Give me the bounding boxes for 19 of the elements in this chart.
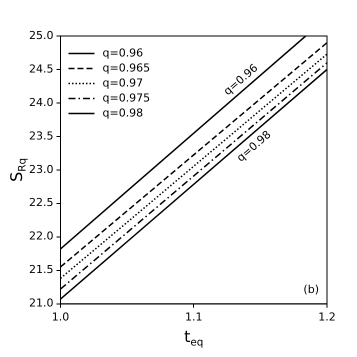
y-tick-label: 22.5	[28, 196, 54, 210]
y-tick-label: 21.5	[28, 263, 54, 276]
y-tick-label: 25.0	[28, 28, 54, 42]
x-tick-label: 1.2	[318, 310, 336, 324]
annotation: (b)	[303, 283, 319, 296]
y-tick-label: 23.0	[28, 162, 54, 176]
legend-label: q=0.97	[102, 76, 144, 90]
legend-label: q=0.98	[102, 106, 144, 120]
legend-label: q=0.965	[102, 61, 150, 74]
y-tick-label: 21.0	[28, 296, 54, 310]
y-axis-title: SRq	[7, 158, 29, 182]
x-tick-label: 1.0	[52, 310, 70, 324]
legend-label: q=0.96	[102, 46, 144, 60]
y-tick-label: 23.5	[28, 129, 54, 142]
y-tick-label: 22.0	[28, 230, 54, 243]
y-tick-label: 24.5	[28, 62, 54, 76]
y-tick-label: 24.0	[28, 96, 54, 109]
legend-label: q=0.975	[102, 91, 150, 104]
x-tick-label: 1.1	[184, 310, 202, 324]
